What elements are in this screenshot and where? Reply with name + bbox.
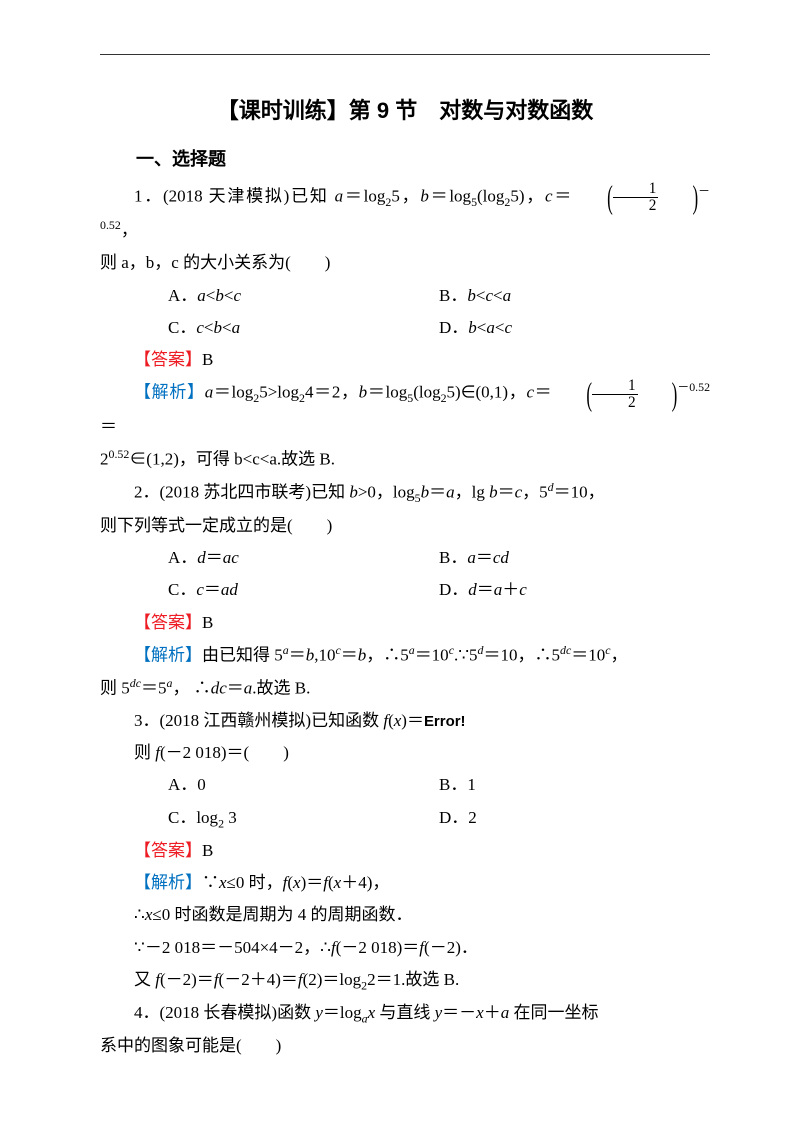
q3-explain-4: 又 f(－2)＝f(－2＋4)＝f(2)＝log22＝1.故选 B. bbox=[100, 964, 710, 997]
q3-answer: 【答案】B bbox=[100, 835, 710, 867]
q2-line2-text: 则下列等式一定成立的是( ) bbox=[100, 516, 332, 535]
q1-choice-c: C．c<b<a bbox=[168, 312, 439, 344]
q1-choice-d: D．b<a<c bbox=[439, 312, 710, 344]
q2-choice-c: C．c＝ad bbox=[168, 574, 439, 606]
q1-explain-2: 20.52∈(1,2)，可得 b<c<a.故选 B. bbox=[100, 443, 710, 476]
q4-stem: 4．(2018 长春模拟)函数 y＝logax 与直线 y＝－x＋a 在同一坐标 bbox=[100, 997, 710, 1030]
section-heading: 一、选择题 bbox=[100, 142, 710, 176]
answer-label: 【答案】 bbox=[134, 841, 202, 860]
q1-line2-text: 则 a，b，c 的大小关系为( ) bbox=[100, 253, 330, 272]
q4-line2-text: 系中的图象可能是( ) bbox=[100, 1036, 281, 1055]
q3-explain-1: 【解析】∵x≤0 时，f(x)＝f(x＋4)， bbox=[100, 867, 710, 899]
q2-choices: A．d＝ac B．a＝cd C．c＝ad D．d＝a＋c bbox=[100, 542, 710, 607]
error-text: Error! bbox=[424, 713, 466, 730]
q3-choice-a: A．0 bbox=[168, 769, 439, 801]
q1-choices: A．a<b<c B．b<c<a C．c<b<a D．b<a<c bbox=[100, 280, 710, 345]
explain-label: 【解析】 bbox=[134, 383, 205, 402]
q1-explain-1: 【解析】a＝log25>log24＝2，b＝log5(log25)∈(0,1)，… bbox=[100, 376, 710, 443]
q1-choice-a: A．a<b<c bbox=[168, 280, 439, 312]
page-title: 【课时训练】第 9 节 对数与对数函数 bbox=[100, 90, 710, 132]
q2-stem: 2．(2018 苏北四市联考)已知 b>0，log5b＝a，lg b＝c，5d＝… bbox=[100, 476, 710, 510]
answer-label: 【答案】 bbox=[134, 350, 202, 369]
q1-choice-b: B．b<c<a bbox=[439, 280, 710, 312]
q3-choice-d: D．2 bbox=[439, 802, 710, 835]
q1-answer: 【答案】B bbox=[100, 344, 710, 376]
explain-label: 【解析】 bbox=[134, 645, 202, 664]
q3-explain-2: ∴x≤0 时函数是周期为 4 的周期函数． bbox=[100, 899, 710, 931]
q1-line2: 则 a，b，c 的大小关系为( ) bbox=[100, 247, 710, 279]
q2-answer: 【答案】B bbox=[100, 607, 710, 639]
q2-explain-2: 则 5dc＝5a， ∴dc＝a.故选 B. bbox=[100, 672, 710, 705]
q3-stem: 3．(2018 江西赣州模拟)已知函数 f(x)＝Error! bbox=[100, 705, 710, 737]
q3-line2: 则 f(－2 018)＝( ) bbox=[100, 737, 710, 769]
q1-stem: 1．(2018 天津模拟)已知 a＝log25，b＝log5(log25)，c＝… bbox=[100, 180, 710, 247]
q1-answer-value: B bbox=[202, 350, 213, 369]
answer-label: 【答案】 bbox=[134, 613, 202, 632]
q3-choice-c: C．log2 3 bbox=[168, 802, 439, 835]
q4-line2: 系中的图象可能是( ) bbox=[100, 1030, 710, 1062]
q3-choice-b: B．1 bbox=[439, 769, 710, 801]
q1-stem-a: 1．(2018 天津模拟)已知 bbox=[134, 187, 335, 206]
q2-choice-b: B．a＝cd bbox=[439, 542, 710, 574]
q2-explain-1: 【解析】由已知得 5a＝b,10c＝b，∴5a＝10c.∵5d＝10，∴5dc＝… bbox=[100, 639, 710, 672]
q2-line2: 则下列等式一定成立的是( ) bbox=[100, 510, 710, 542]
q2-choice-a: A．d＝ac bbox=[168, 542, 439, 574]
q2-choice-d: D．d＝a＋c bbox=[439, 574, 710, 606]
q3-answer-value: B bbox=[202, 841, 213, 860]
q3-explain-3: ∵－2 018＝－504×4－2，∴f(－2 018)＝f(－2)． bbox=[100, 932, 710, 964]
q2-answer-value: B bbox=[202, 613, 213, 632]
explain-label: 【解析】 bbox=[134, 873, 202, 892]
q1-exp2: ∈(1,2)，可得 b<c<a.故选 B. bbox=[129, 450, 335, 469]
q3-choices: A．0 B．1 C．log2 3 D．2 bbox=[100, 769, 710, 834]
